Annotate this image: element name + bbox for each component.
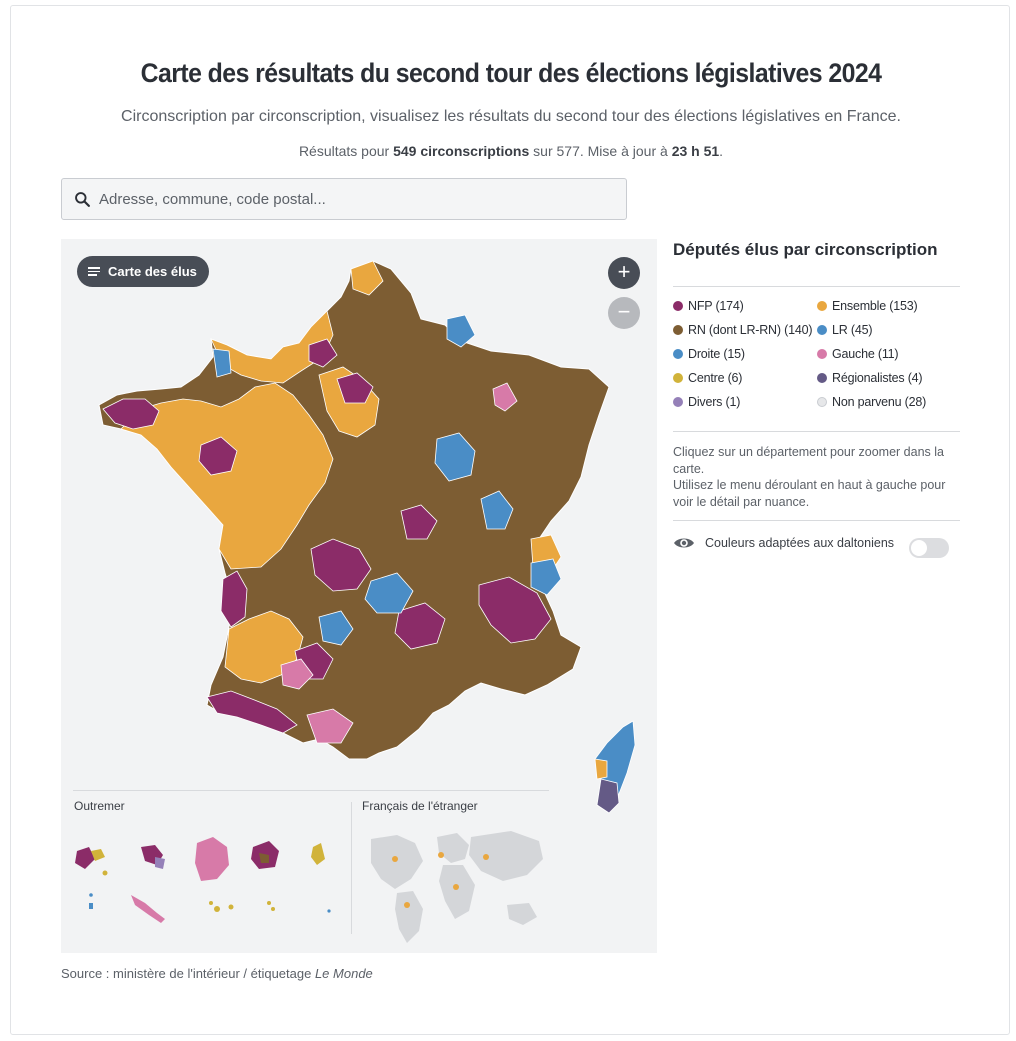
region-nfp-paris[interactable] xyxy=(336,372,374,404)
map-menu-label: Carte des élus xyxy=(108,264,197,279)
legend-label: Régionalistes (4) xyxy=(832,371,923,385)
legend-item-lr: LR (45) xyxy=(817,323,872,337)
source-publication: Le Monde xyxy=(314,966,373,981)
region-lr-aveyron[interactable] xyxy=(318,610,354,646)
region-nfp-north[interactable] xyxy=(308,338,338,368)
corsica-south[interactable] xyxy=(596,778,620,814)
region-gauche-gers[interactable] xyxy=(280,658,314,690)
legend-item-regionalistes: Régionalistes (4) xyxy=(817,371,923,385)
meta-time: 23 h 51 xyxy=(671,143,720,159)
results-meta: Résultats pour 549 circonscriptions sur … xyxy=(11,143,1011,159)
source-note: Source : ministère de l'intérieur / étiq… xyxy=(61,966,373,981)
legend-item-nfp: NFP (174) xyxy=(673,299,744,313)
meta-suffix: . xyxy=(719,143,724,159)
corsica-west[interactable] xyxy=(594,758,608,780)
region-nfp-burgundy[interactable] xyxy=(400,504,438,540)
minus-icon: − xyxy=(617,299,631,324)
search-box[interactable] xyxy=(61,178,627,220)
region-nfp-pyrenees[interactable] xyxy=(206,690,298,734)
legend-item-non-parvenu: Non parvenu (28) xyxy=(817,395,926,409)
legend-swatch xyxy=(817,349,827,359)
help-line-1: Cliquez sur un département pour zoomer d… xyxy=(673,445,944,476)
legend-item-centre: Centre (6) xyxy=(673,371,742,385)
legend-label: Ensemble (153) xyxy=(832,299,918,313)
legend-swatch xyxy=(817,397,827,407)
legend-item-droite: Droite (15) xyxy=(673,347,745,361)
legend-item-divers: Divers (1) xyxy=(673,395,740,409)
france-map[interactable] xyxy=(61,239,657,953)
legend-item-rn: RN (dont LR-RN) (140) xyxy=(673,323,813,337)
legend-label: LR (45) xyxy=(832,323,873,337)
region-lr-savoie[interactable] xyxy=(530,558,562,596)
region-ensemble-paris[interactable] xyxy=(350,260,384,296)
legend-item-ensemble: Ensemble (153) xyxy=(817,299,918,313)
legend-label: RN (dont LR-RN) (140) xyxy=(688,323,813,337)
region-nfp-landes[interactable] xyxy=(220,570,248,628)
region-nfp-limousin[interactable] xyxy=(310,538,372,592)
zoom-out-button[interactable]: − xyxy=(608,297,640,329)
legend-label: Divers (1) xyxy=(688,395,741,409)
region-lr-marne[interactable] xyxy=(446,314,476,348)
region-nfp-rhone[interactable] xyxy=(478,576,552,644)
legend-swatch xyxy=(673,325,683,335)
france-mainland[interactable] xyxy=(98,260,610,760)
region-ensemble-normandy[interactable] xyxy=(210,310,334,384)
region-nfp-auvergne[interactable] xyxy=(394,602,446,650)
region-lr-east[interactable] xyxy=(434,432,476,482)
meta-count: 549 circonscriptions xyxy=(393,143,530,159)
region-lr-jura[interactable] xyxy=(480,490,514,530)
source-prefix: Source : ministère de l'intérieur / étiq… xyxy=(61,966,315,981)
legend-swatch xyxy=(817,325,827,335)
plus-icon: + xyxy=(617,259,631,284)
region-lr-brittany[interactable] xyxy=(212,348,232,378)
abroad-markers[interactable] xyxy=(392,852,489,908)
help-text: Cliquez sur un département pour zoomer d… xyxy=(673,444,963,510)
map-menu-button[interactable]: Carte des élus xyxy=(77,256,209,287)
legend-label: Droite (15) xyxy=(688,347,745,361)
region-nfp-nantes[interactable] xyxy=(198,436,238,476)
search-input[interactable] xyxy=(99,190,599,208)
menu-icon xyxy=(88,267,100,276)
region-nfp-brittany[interactable] xyxy=(102,398,160,430)
legend-swatch xyxy=(673,373,683,383)
outremer-label: Outremer xyxy=(74,799,125,813)
colorblind-row: Couleurs adaptées aux daltoniens xyxy=(673,536,894,550)
outremer-territories[interactable] xyxy=(75,837,331,923)
legend-divider-bottom xyxy=(673,520,960,521)
legend-swatch xyxy=(673,301,683,311)
page-title: Carte des résultats du second tour des é… xyxy=(140,58,882,88)
region-lr-massif[interactable] xyxy=(364,572,414,614)
legend-divider-top xyxy=(673,286,960,287)
legend-item-gauche: Gauche (11) xyxy=(817,347,899,361)
help-line-2: Utilisez le menu déroulant en haut à gau… xyxy=(673,478,946,509)
page-subtitle: Circonscription par circonscription, vis… xyxy=(121,108,901,125)
colorblind-toggle[interactable] xyxy=(909,538,949,558)
legend-swatch xyxy=(817,301,827,311)
eye-icon xyxy=(674,538,694,548)
region-gauche-pyrenees[interactable] xyxy=(306,708,354,744)
abroad-label: Français de l'étranger xyxy=(362,799,478,813)
meta-prefix: Résultats pour xyxy=(298,143,394,159)
region-ensemble-west[interactable] xyxy=(120,382,334,570)
legend-title: Députés élus par circonscription xyxy=(673,240,938,259)
legend-label: Non parvenu (28) xyxy=(832,395,927,409)
toggle-knob xyxy=(911,540,927,556)
legend-divider-middle xyxy=(673,431,960,432)
world-map[interactable] xyxy=(371,831,543,943)
region-gauche-marne[interactable] xyxy=(492,382,518,412)
map-divider-vertical xyxy=(351,802,352,934)
legend-swatch xyxy=(817,373,827,383)
map-divider-horizontal xyxy=(73,790,549,791)
map-panel[interactable]: Carte des élus + − Outremer Français de … xyxy=(61,239,657,953)
search-icon xyxy=(75,191,90,207)
results-card: Carte des résultats du second tour des é… xyxy=(10,5,1010,1035)
legend-swatch xyxy=(673,349,683,359)
colorblind-label: Couleurs adaptées aux daltoniens xyxy=(705,536,895,550)
legend-label: Centre (6) xyxy=(688,371,743,385)
zoom-in-button[interactable]: + xyxy=(608,257,640,289)
legend-swatch xyxy=(673,397,683,407)
meta-middle: sur 577. Mise à jour à xyxy=(529,143,672,159)
legend-label: Gauche (11) xyxy=(832,347,899,361)
legend-label: NFP (174) xyxy=(688,299,744,313)
